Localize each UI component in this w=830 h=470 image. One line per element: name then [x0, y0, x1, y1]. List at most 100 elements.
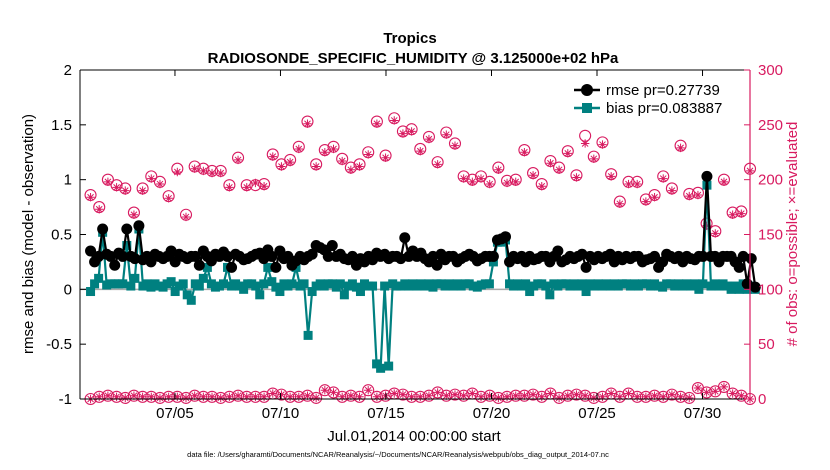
obs-possible-point	[500, 390, 514, 403]
obs-evaluated-point	[346, 165, 356, 174]
bias-point	[194, 281, 204, 291]
obs-possible-point	[318, 384, 331, 397]
obs-evaluated-point	[181, 393, 191, 403]
obs-evaluated-point	[147, 392, 156, 402]
obs-evaluated-point	[95, 392, 104, 402]
obs-evaluated-point	[589, 393, 599, 403]
obs-possible-point	[422, 389, 436, 402]
obs-evaluated-point	[546, 159, 555, 168]
rmse-series	[85, 170, 761, 293]
obs-evaluated-point	[537, 182, 546, 191]
rmse-point	[552, 245, 564, 257]
obs-evaluated-point	[285, 157, 295, 167]
y-tick-label-left: 2	[64, 62, 72, 79]
obs-evaluated-point	[528, 390, 538, 399]
bias-point	[690, 279, 700, 289]
obs-possible-point	[674, 390, 687, 403]
obs-evaluated-point	[112, 392, 121, 402]
bias-point	[259, 279, 269, 289]
obs-possible-point	[127, 389, 140, 402]
bias-point	[275, 287, 285, 297]
obs-evaluated-point	[502, 392, 512, 402]
obs-evaluated-point	[416, 392, 425, 402]
obs-possible-point	[613, 390, 626, 403]
obs-evaluated-point	[311, 162, 321, 171]
x-tick-label: 07/05	[156, 405, 194, 422]
x-axis-label: Jul.01,2014 00:00:00 start	[327, 428, 501, 445]
obs-evaluated-point	[390, 116, 399, 125]
obs-possible-point	[561, 389, 574, 402]
bias-point	[94, 273, 104, 283]
obs-evaluated-point	[155, 393, 165, 403]
bias-point	[186, 295, 196, 305]
obs-evaluated-point	[138, 392, 147, 402]
bias-point	[355, 287, 365, 297]
obs-evaluated-point	[537, 392, 546, 402]
rmse-point	[487, 250, 499, 262]
obs-evaluated-point	[129, 391, 139, 400]
bias-point	[122, 240, 132, 250]
obs-evaluated-point	[112, 183, 121, 192]
bias-point	[218, 279, 228, 289]
obs-possible-point	[570, 388, 583, 401]
chart-title: Tropics	[383, 30, 436, 47]
obs-evaluated-point	[320, 148, 330, 157]
x-tick-label: 07/20	[473, 405, 511, 422]
obs-evaluated-point	[199, 392, 208, 402]
obs-evaluated-point	[207, 168, 217, 178]
bias-point	[118, 279, 128, 289]
bias-point	[90, 279, 100, 289]
obs-evaluated-point	[233, 391, 243, 400]
obs-evaluated-point	[173, 392, 182, 402]
obs-evaluated-point	[216, 168, 225, 178]
obs-evaluated-point	[650, 193, 659, 202]
bias-point	[126, 281, 136, 291]
obs-possible-point	[648, 389, 661, 402]
bias-point	[303, 330, 313, 340]
bias-point	[545, 290, 555, 300]
obs-possible-point	[188, 389, 201, 402]
obs-possible-point	[483, 389, 496, 402]
bias-point	[239, 284, 249, 294]
obs-possible-point	[579, 389, 592, 402]
bias-point	[182, 290, 192, 300]
legend-bias-marker	[582, 103, 592, 113]
axes: 07/05 07/10 07/15 07/20 07/25 07/30 -1 -0.5 0 0.5…	[46, 62, 783, 422]
obs-evaluated-point	[164, 392, 173, 402]
y-tick-label-left: -1	[59, 391, 72, 408]
y-tick-label-right: 200	[758, 172, 783, 189]
bias-point	[267, 277, 277, 287]
obs-evaluated-point	[468, 389, 477, 398]
obs-evaluated-point	[407, 127, 416, 136]
bias-point	[581, 287, 591, 297]
obs-evaluated-point	[737, 391, 746, 400]
obs-evaluated-point	[355, 162, 364, 171]
obs-evaluated-point	[450, 390, 460, 399]
obs-evaluated-point	[659, 174, 668, 183]
bias-point	[198, 273, 208, 283]
obs-evaluated-point	[580, 391, 590, 400]
obs-evaluated-point	[494, 165, 503, 174]
obs-evaluated-point	[520, 391, 529, 400]
obs-possible-point	[535, 390, 548, 403]
obs-evaluated-point	[277, 390, 286, 399]
obs-possible-point	[735, 389, 748, 402]
rmse-point	[580, 261, 592, 273]
obs-possible-point	[110, 390, 123, 403]
y-axis-label-left: rmse and bias (model - observation)	[20, 114, 37, 354]
obs-evaluated-point	[624, 179, 633, 189]
rmse-point	[266, 250, 278, 262]
bias-point	[694, 284, 704, 294]
obs-evaluated-point	[86, 193, 95, 202]
obs-evaluated-point	[433, 160, 442, 169]
obs-evaluated-point	[572, 390, 581, 399]
obs-evaluated-point	[520, 148, 529, 157]
obs-evaluated-point	[624, 389, 633, 398]
obs-evaluated-point	[372, 119, 382, 128]
obs-evaluated-point	[95, 205, 104, 214]
obs-evaluated-point	[364, 386, 373, 395]
obs-evaluated-point	[728, 389, 737, 398]
obs-evaluated-point	[199, 166, 208, 176]
y-tick-label-right: 0	[758, 391, 766, 408]
obs-evaluated-point	[381, 153, 390, 162]
